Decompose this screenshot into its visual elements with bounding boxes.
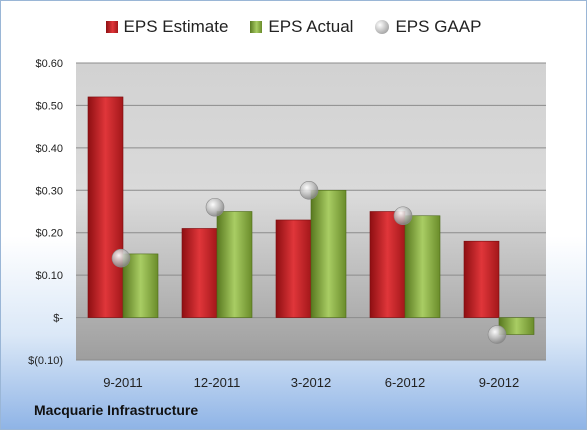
bar-eps-estimate — [87, 96, 124, 318]
marker-eps-gaap — [111, 248, 131, 268]
x-tick-label: 12-2011 — [194, 375, 241, 390]
legend-item-estimate: EPS Estimate — [105, 17, 229, 37]
x-tick-label: 9-2012 — [479, 375, 519, 390]
bar-eps-estimate — [463, 240, 500, 318]
company-name: Macquarie Infrastructure — [34, 402, 199, 418]
bar-eps-actual — [310, 189, 347, 318]
marker-eps-gaap — [299, 180, 319, 200]
legend-swatch-actual — [250, 21, 263, 33]
legend-label-estimate: EPS Estimate — [123, 17, 229, 36]
legend-item-actual: EPS Actual — [250, 17, 353, 37]
gaap-markers — [111, 180, 507, 344]
legend-item-gaap: EPS GAAP — [375, 17, 481, 37]
x-axis-ticks: 9-2011 12-2011 3-2012 6-2012 9-2012 — [103, 375, 519, 390]
y-tick-label: $0.40 — [35, 143, 63, 155]
bar-eps-estimate — [369, 211, 406, 318]
x-tick-label: 9-2011 — [103, 375, 143, 390]
legend-label-actual: EPS Actual — [268, 17, 354, 36]
legend-swatch-gaap — [375, 20, 390, 34]
bar-eps-actual — [404, 215, 441, 318]
marker-eps-gaap — [487, 325, 507, 344]
legend-swatch-estimate — [105, 21, 118, 33]
x-tick-label: 3-2012 — [291, 375, 331, 390]
y-tick-label: $0.20 — [35, 228, 63, 240]
bars — [87, 96, 535, 335]
marker-eps-gaap — [205, 197, 225, 217]
y-tick-label: $- — [53, 313, 63, 325]
bar-eps-actual — [216, 211, 253, 318]
y-tick-label: $0.60 — [35, 58, 63, 70]
marker-eps-gaap — [393, 206, 413, 226]
legend-label-gaap: EPS GAAP — [395, 17, 482, 36]
y-tick-label: $0.50 — [35, 100, 63, 112]
y-tick-label: $0.30 — [35, 185, 63, 197]
bar-eps-estimate — [181, 228, 218, 318]
bar-eps-estimate — [275, 219, 312, 318]
bar-eps-actual — [122, 253, 159, 318]
y-tick-label: $0.10 — [35, 270, 63, 282]
x-tick-label: 6-2012 — [385, 375, 425, 390]
legend: EPS Estimate EPS Actual EPS GAAP — [1, 17, 586, 37]
y-tick-label: $(0.10) — [28, 355, 63, 367]
y-axis-ticks: $0.60 $0.50 $0.40 $0.30 $0.20 $0.10 $- $(0.10) — [28, 58, 63, 367]
